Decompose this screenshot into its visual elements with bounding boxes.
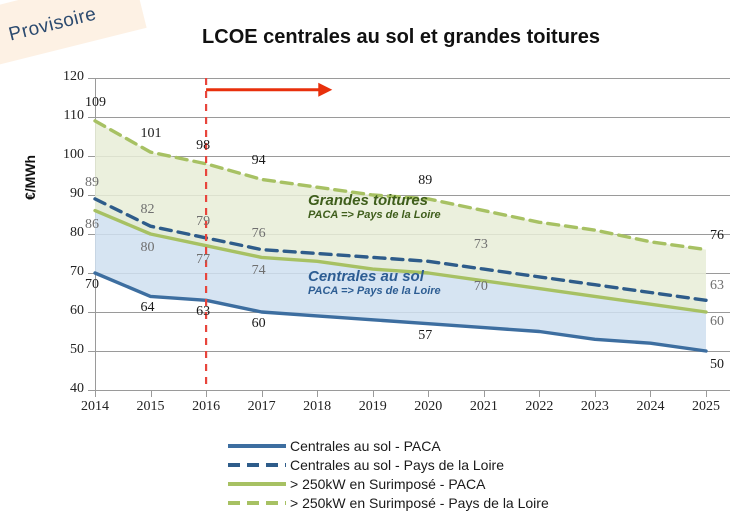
x-axis-tick <box>483 391 485 397</box>
y-axis-tick-label: 40 <box>70 381 84 396</box>
x-axis-tick-label: 2021 <box>469 399 498 414</box>
y-axis-tick <box>88 234 95 235</box>
data-point-label: 57 <box>418 327 433 343</box>
data-point-label: 70 <box>473 279 488 294</box>
data-point-label: 63 <box>710 278 724 294</box>
data-point-label: 76 <box>710 227 724 243</box>
annotation-grandes-toitures: Grandes toitures PACA => Pays de la Loir… <box>308 192 441 221</box>
data-point-label: 89 <box>85 174 99 190</box>
x-axis-tick-label: 2018 <box>303 399 332 414</box>
legend-item[interactable]: > 250kW en Surimposé - PACA <box>228 474 648 493</box>
y-axis-tick-label: 70 <box>70 264 84 279</box>
y-axis-title: €/MWh <box>22 154 38 200</box>
data-point-label: 94 <box>251 153 266 169</box>
y-axis-tick-label: 80 <box>70 225 84 240</box>
chart-legend: Centrales au sol - PACA Centrales au sol … <box>228 436 648 512</box>
x-axis-tick <box>206 391 208 397</box>
series-line <box>93 119 708 252</box>
x-axis-tick <box>594 391 596 397</box>
y-axis-tick <box>88 312 95 313</box>
y-axis-tick <box>88 156 95 157</box>
y-axis-tick <box>88 78 95 79</box>
legend-item[interactable]: Centrales au sol - PACA <box>228 436 648 455</box>
legend-swatch-icon <box>228 439 286 453</box>
data-point-label: 64 <box>140 300 155 316</box>
x-axis-tick-label: 2014 <box>81 399 109 414</box>
y-axis-tick-label: 60 <box>70 303 84 318</box>
gridline <box>95 312 730 313</box>
x-axis-tick <box>539 391 541 397</box>
data-point-label: 74 <box>251 263 266 279</box>
x-axis-tick-label: 2022 <box>525 399 554 414</box>
legend-item-label: > 250kW en Surimposé - PACA <box>290 475 486 492</box>
legend-swatch-icon <box>228 477 286 491</box>
legend-item[interactable]: Centrales au sol - Pays de la Loire <box>228 455 648 474</box>
x-axis-tick <box>95 391 96 397</box>
data-point-label: 76 <box>251 225 266 241</box>
x-axis-tick <box>428 391 430 397</box>
gridline <box>95 390 730 391</box>
annotation-centrales-au-sol-title: Centrales au sol <box>308 268 424 285</box>
data-point-label: 86 <box>85 216 99 232</box>
x-axis-tick-label: 2015 <box>136 399 165 414</box>
data-point-label: 60 <box>710 314 724 329</box>
y-axis-tick <box>88 351 95 352</box>
legend-item[interactable]: > 250kW en Surimposé - Pays de la Loire <box>228 493 648 512</box>
x-axis-tick <box>150 391 152 397</box>
legend-item-label: Centrales au sol - Pays de la Loire <box>290 456 504 473</box>
y-axis-tick-label: 120 <box>63 69 84 84</box>
x-axis-tick-label: 2023 <box>580 399 609 414</box>
data-point-label: 77 <box>196 251 211 267</box>
x-axis-tick <box>706 391 707 397</box>
annotation-grandes-toitures-title: Grandes toitures <box>308 192 429 209</box>
annotation-centrales-au-sol: Centrales au sol PACA => Pays de la Loir… <box>308 268 441 297</box>
x-axis-tick-label: 2025 <box>692 399 720 414</box>
x-axis-tick-label: 2016 <box>192 399 221 414</box>
data-point-label: 82 <box>140 202 155 218</box>
data-point-label: 89 <box>418 172 433 188</box>
annotation-centrales-au-sol-subtitle: PACA => Pays de la Loire <box>308 285 441 297</box>
x-axis-tick <box>372 391 374 397</box>
gridline <box>95 78 730 79</box>
x-axis-tick-label: 2020 <box>414 399 443 414</box>
y-axis-tick <box>88 117 95 118</box>
data-point-label: 109 <box>85 94 106 110</box>
data-point-label: 50 <box>710 357 724 372</box>
legend-swatch-icon <box>228 496 286 510</box>
y-axis-tick <box>88 195 95 196</box>
legend-item-label: Centrales au sol - PACA <box>290 437 441 454</box>
annotation-grandes-toitures-subtitle: PACA => Pays de la Loire <box>308 209 441 221</box>
y-axis-tick <box>88 390 95 391</box>
legend-item-label: > 250kW en Surimposé - Pays de la Loire <box>290 494 549 511</box>
trend-arrow-head <box>318 82 333 97</box>
x-axis-tick <box>317 391 319 397</box>
gridline <box>95 117 730 118</box>
data-point-label: 79 <box>196 213 211 229</box>
y-axis-tick-label: 50 <box>70 342 84 357</box>
y-axis-tick-label: 90 <box>70 186 84 201</box>
legend-swatch-icon <box>228 458 286 472</box>
y-axis-tick-label: 110 <box>63 108 84 123</box>
data-point-label: 60 <box>251 316 266 331</box>
data-point-label: 63 <box>196 304 211 320</box>
gridline <box>95 156 730 157</box>
data-point-label: 80 <box>140 240 155 255</box>
x-axis-tick <box>261 391 263 397</box>
data-point-label: 98 <box>196 137 211 153</box>
page-title: LCOE centrales au sol et grandes toiture… <box>202 26 600 48</box>
x-axis-tick <box>650 391 652 397</box>
x-axis-tick-label: 2019 <box>358 399 387 414</box>
x-axis-tick-label: 2017 <box>247 399 276 414</box>
y-axis-tick <box>88 273 95 274</box>
y-axis-tick-label: 100 <box>63 147 84 162</box>
data-point-label: 73 <box>473 237 488 253</box>
gridline <box>95 351 730 352</box>
data-point-label: 101 <box>140 126 162 142</box>
gridline <box>95 234 730 235</box>
x-axis-tick-label: 2024 <box>636 399 665 414</box>
data-point-label: 70 <box>85 277 99 292</box>
